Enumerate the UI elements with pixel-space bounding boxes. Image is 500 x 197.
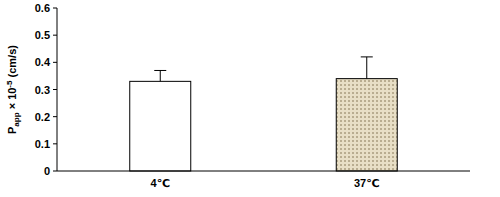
x-tick-label: 37℃ [354, 177, 380, 189]
y-tick-label: 0.6 [35, 2, 50, 14]
x-tick-label: 4℃ [151, 177, 170, 189]
y-tick-label: 0.4 [35, 56, 51, 68]
y-tick-label: 0 [44, 165, 50, 177]
y-tick [53, 8, 57, 9]
bar [130, 81, 191, 171]
y-tick [53, 143, 57, 144]
y-tick-label: 0.3 [35, 84, 50, 96]
x-axis [57, 171, 470, 172]
label-part: app [12, 112, 21, 126]
bar [336, 79, 397, 171]
y-tick [53, 62, 57, 63]
y-axis-label: Papp × 10-5 (cm/s) [5, 45, 21, 134]
y-tick-label: 0.1 [35, 138, 50, 150]
error-cap [154, 70, 166, 71]
label-part: × 10 [6, 88, 18, 113]
y-axis [57, 8, 58, 171]
y-tick [53, 171, 57, 172]
y-tick-label: 0.5 [35, 29, 50, 41]
label-part: (cm/s) [6, 45, 18, 81]
error-cap [361, 56, 373, 57]
y-tick [53, 35, 57, 36]
y-tick [53, 116, 57, 117]
label-part: P [6, 127, 18, 134]
chart: Papp × 10-5 (cm/s) 0 0.1 0.2 0.3 0.4 0.5 0.6 4℃ 3… [0, 0, 500, 197]
y-tick-label: 0.2 [35, 111, 50, 123]
y-tick [53, 89, 57, 90]
